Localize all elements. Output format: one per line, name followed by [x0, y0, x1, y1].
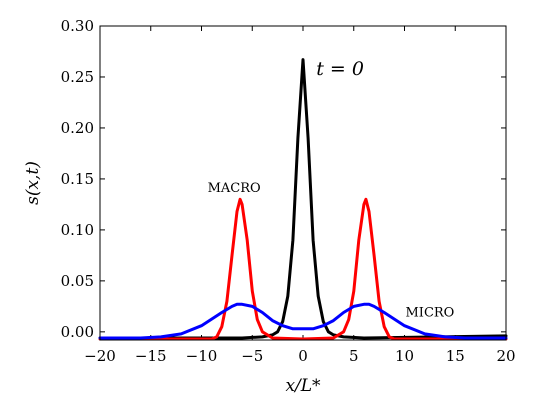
x-tick-label: −15: [135, 347, 167, 365]
x-tick-label: −5: [241, 347, 263, 365]
series-line-1: [98, 197, 508, 341]
plot-frame: [99, 25, 507, 341]
y-tick-label: 0.05: [61, 272, 94, 290]
y-tick-label: 0.10: [61, 221, 94, 239]
annotation-label: MACRO: [208, 181, 261, 196]
annotation-label: t = 0: [316, 58, 364, 80]
x-axis-label: x/L*: [285, 376, 321, 396]
x-tick-label: 10: [395, 347, 414, 365]
tick-labels-layer: −20 −15 −10 −5 0 5 10 15 20 0.00 0.05 0.10 0.15 0.20 0…: [61, 17, 516, 365]
y-axis-label: s(x,t): [23, 161, 43, 205]
x-tick-label: 15: [446, 347, 465, 365]
series-line-0: [98, 58, 508, 340]
x-tick-label: 0: [298, 347, 308, 365]
annotations-layer: t = 0 MACRO MICRO: [208, 58, 455, 321]
y-tick-label: 0.00: [61, 323, 94, 341]
x-tick-label: −10: [186, 347, 218, 365]
series-line-2: [98, 302, 508, 340]
y-tick-label: 0.30: [61, 17, 94, 35]
annotation-label: MICRO: [406, 306, 455, 321]
x-tick-label: 5: [349, 347, 359, 365]
series-layer: [98, 58, 508, 341]
y-tick-label: 0.20: [61, 119, 94, 137]
x-tick-label: −20: [84, 347, 116, 365]
y-tick-label: 0.15: [61, 170, 94, 188]
y-tick-label: 0.25: [61, 68, 94, 86]
x-tick-label: 20: [496, 347, 515, 365]
